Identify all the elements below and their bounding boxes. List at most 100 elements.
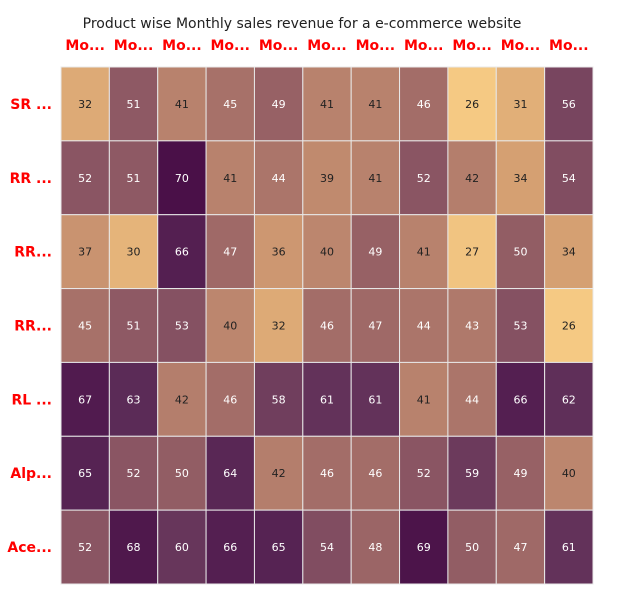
cell-value-label: 42 <box>465 172 479 185</box>
cell-value-label: 49 <box>368 246 382 259</box>
cell-value-label: 40 <box>223 320 237 333</box>
x-tick-label: Mo... <box>452 38 492 54</box>
cell-value-label: 52 <box>127 467 141 480</box>
heatmap-cell <box>302 214 352 290</box>
cell-value-label: 60 <box>175 541 189 554</box>
cell-value-label: 56 <box>562 98 576 111</box>
heatmap-cell <box>157 214 207 290</box>
heatmap-cell <box>108 361 159 437</box>
heatmap-cell <box>447 140 497 216</box>
x-axis-tick-labels: Mo... Mo... Mo... Mo... Mo... Mo... Mo... Mo...… <box>65 38 588 54</box>
x-tick-label: Mo... <box>259 38 299 54</box>
heatmap-cell <box>544 509 594 585</box>
cell-value-label: 41 <box>368 172 382 185</box>
cell-value-label: 36 <box>272 246 286 259</box>
chart-title: Product wise Monthly sales revenue for a… <box>83 16 522 32</box>
cell-value-label: 46 <box>223 393 237 406</box>
y-tick-label: RR... <box>14 319 52 335</box>
heatmap-cell <box>205 288 255 363</box>
x-tick-label: Mo... <box>549 38 589 54</box>
cell-value-label: 52 <box>417 172 431 185</box>
cell-value-label: 51 <box>127 98 141 111</box>
heatmap-cell <box>447 361 497 437</box>
heatmap-cell <box>108 509 159 585</box>
cell-value-label: 66 <box>223 541 237 554</box>
heatmap-cell <box>302 140 352 216</box>
heatmap-cell <box>157 509 207 585</box>
heatmap-cell <box>495 140 546 216</box>
cell-value-label: 45 <box>223 98 237 111</box>
x-tick-label: Mo... <box>114 38 154 54</box>
cell-value-label: 44 <box>465 393 479 406</box>
y-tick-label: RR ... <box>10 171 52 187</box>
cell-value-label: 61 <box>320 393 334 406</box>
heatmap-cell <box>447 214 497 290</box>
heatmap-cell <box>350 214 401 290</box>
heatmap-cell <box>157 361 207 437</box>
heatmap-cell <box>205 509 255 585</box>
cell-value-label: 50 <box>513 246 527 259</box>
x-tick-label: Mo... <box>211 38 251 54</box>
cell-value-label: 34 <box>513 172 527 185</box>
x-tick-label: Mo... <box>501 38 541 54</box>
cell-value-label: 62 <box>562 393 576 406</box>
heatmap-cell <box>302 361 352 437</box>
cell-value-label: 44 <box>272 172 286 185</box>
y-tick-label: RL ... <box>11 392 52 408</box>
cell-value-label: 46 <box>368 467 382 480</box>
heatmap-cell <box>350 140 401 216</box>
heatmap-cell <box>544 361 594 437</box>
cell-value-label: 46 <box>320 320 334 333</box>
cell-value-label: 32 <box>78 98 92 111</box>
cell-value-label: 61 <box>562 541 576 554</box>
heatmap-cell <box>302 288 352 363</box>
cell-value-label: 40 <box>562 467 576 480</box>
x-tick-label: Mo... <box>65 38 105 54</box>
heatmap-cell <box>253 214 304 290</box>
heatmap-cell <box>205 435 255 511</box>
cell-value-label: 63 <box>127 393 141 406</box>
cell-value-label: 32 <box>272 320 286 333</box>
heatmap-cell <box>544 140 594 216</box>
cell-value-label: 41 <box>175 98 189 111</box>
x-tick-label: Mo... <box>356 38 396 54</box>
cell-value-label: 53 <box>175 320 189 333</box>
heatmap-cell <box>157 66 207 142</box>
heatmap-cell <box>205 361 255 437</box>
heatmap-cell <box>495 288 546 363</box>
heatmap-cell <box>157 140 207 216</box>
cell-value-label: 40 <box>320 246 334 259</box>
cell-value-label: 41 <box>417 393 431 406</box>
heatmap-cell <box>447 509 497 585</box>
cell-value-label: 59 <box>465 467 479 480</box>
cell-value-label: 30 <box>127 246 141 259</box>
cell-value-label: 45 <box>78 320 92 333</box>
cell-value-label: 54 <box>320 541 334 554</box>
heatmap-cell <box>302 435 352 511</box>
cell-value-label: 65 <box>78 467 92 480</box>
cell-value-label: 69 <box>417 541 431 554</box>
cell-value-label: 37 <box>78 246 92 259</box>
x-tick-label: Mo... <box>162 38 202 54</box>
cell-value-label: 65 <box>272 541 286 554</box>
cell-value-label: 51 <box>127 320 141 333</box>
y-tick-label: Alp... <box>10 466 52 482</box>
heatmap-cell <box>157 288 207 363</box>
heatmap-cell <box>253 361 304 437</box>
cell-value-label: 41 <box>368 98 382 111</box>
y-tick-label: RR... <box>14 245 52 261</box>
heatmap-cell <box>60 361 110 437</box>
heatmap-cell <box>60 435 110 511</box>
heatmap-cell <box>350 361 401 437</box>
heatmap-cell <box>399 509 449 585</box>
heatmap-cell <box>447 435 497 511</box>
cell-value-label: 44 <box>417 320 431 333</box>
cell-value-label: 26 <box>562 320 576 333</box>
cell-value-label: 42 <box>175 393 189 406</box>
cell-value-label: 54 <box>562 172 576 185</box>
cell-value-label: 26 <box>465 98 479 111</box>
x-tick-label: Mo... <box>404 38 444 54</box>
heatmap-cells <box>60 66 594 585</box>
cell-value-label: 43 <box>465 320 479 333</box>
cell-value-label: 66 <box>513 393 527 406</box>
